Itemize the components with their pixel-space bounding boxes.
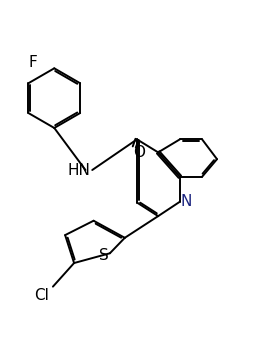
Text: HN: HN — [67, 163, 90, 177]
Text: Cl: Cl — [34, 288, 49, 303]
Text: O: O — [133, 145, 145, 160]
Text: S: S — [99, 248, 109, 264]
Text: N: N — [180, 194, 192, 209]
Text: F: F — [28, 55, 37, 70]
